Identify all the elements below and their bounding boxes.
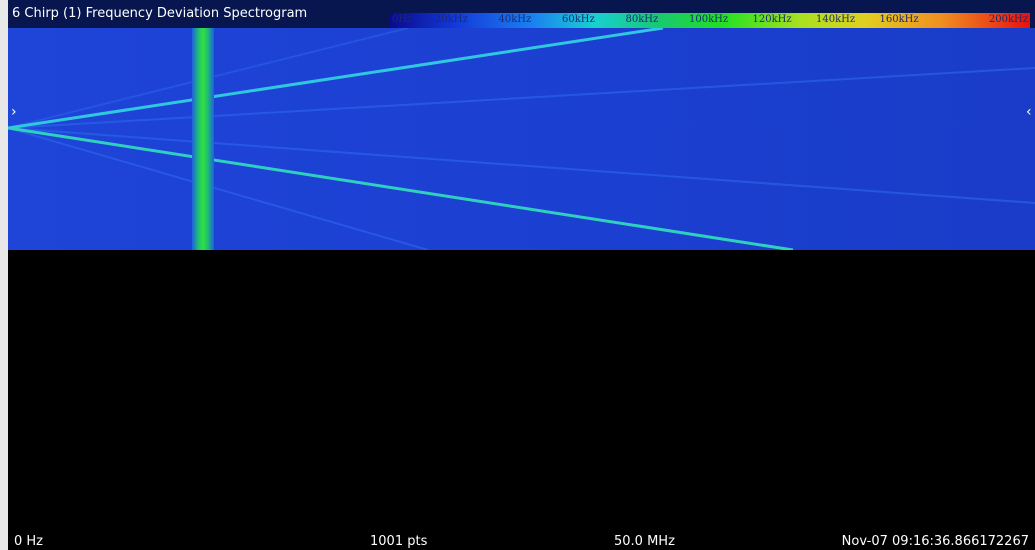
chirp-trace (8, 28, 664, 130)
color-bar-label: 160kHz (879, 14, 919, 25)
faint-trace (8, 127, 429, 250)
color-bar-label: 200kHz (988, 14, 1028, 25)
color-bar-label: 0Hz (392, 14, 413, 25)
faint-trace (8, 127, 1035, 204)
color-bar-label: 40kHz (498, 14, 532, 25)
faint-trace (8, 67, 1035, 129)
color-bar-label: 20kHz (435, 14, 468, 25)
lower-panel: 0 Hz 1001 pts 50.0 MHz Nov-07 09:16:36.8… (8, 250, 1035, 550)
right-arrow: ‹ (1026, 104, 1032, 120)
start-frequency: 0 Hz (14, 534, 44, 549)
timestamp: Nov-07 09:16:36.866172267 (841, 534, 1029, 549)
color-bar-label: 100kHz (689, 14, 729, 25)
spectrogram: › ‹ (8, 28, 1035, 250)
spectrogram-bg (8, 28, 1035, 250)
carrier-band (192, 28, 214, 250)
window-title: 6 Chirp (1) Frequency Deviation Spectrog… (12, 6, 308, 21)
color-bar-label: 120kHz (752, 14, 792, 25)
color-bar-label: 80kHz (625, 14, 659, 25)
left-arrow: › (11, 104, 17, 120)
chirp-trace (8, 126, 794, 250)
color-bar: 0Hz 20kHz 40kHz 60kHz 80kHz 100kHz 120kHz 140kH… (390, 13, 1030, 28)
color-bar-label: 60kHz (562, 14, 595, 25)
color-bar-label: 140kHz (816, 14, 856, 25)
span: 50.0 MHz (614, 534, 675, 549)
point-count: 1001 pts (370, 534, 428, 549)
